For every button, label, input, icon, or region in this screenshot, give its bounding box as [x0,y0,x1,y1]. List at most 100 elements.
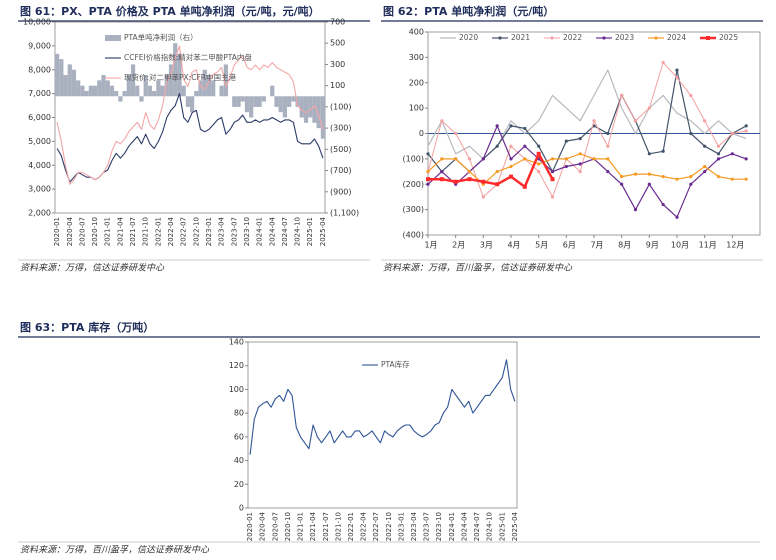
profit-bar [295,96,300,107]
profit-bar [303,96,309,123]
legend-label: 2020 [459,33,478,42]
marker [730,177,734,181]
y-tick-label: 400 [409,28,424,37]
marker [689,131,693,136]
marker [744,129,748,133]
marker [509,144,513,148]
profit-bar [211,80,216,97]
x-tick-label: 7月 [590,241,603,250]
marker [523,144,527,148]
y-tick-label: 0 [419,129,424,138]
marker [633,172,638,176]
marker [703,169,707,174]
x-tick-label: 2020-01 [246,512,254,541]
profit-bar [59,59,64,97]
marker [509,174,513,179]
profit-bar [118,96,123,102]
marker [606,144,610,148]
x-tick-label: 2月 [452,241,465,250]
x-tick-label: 2021-10 [334,512,342,541]
marker [606,157,610,161]
profit-bar [147,85,153,97]
profit-bar [114,90,119,97]
profit-bar [76,80,81,97]
y-tick-label: 8,000 [28,65,51,74]
marker [495,182,500,187]
y-tick-label: 100 [229,385,244,394]
marker [537,169,541,174]
marker [537,144,541,148]
marker [537,162,541,166]
marker [439,177,444,182]
x-tick-label: 2024-07 [473,512,481,541]
profit-bar [177,53,182,97]
profit-bar [278,96,283,113]
profit-bar [67,64,72,97]
profit-bar [71,69,77,97]
marker [564,157,568,161]
profit-bar [287,96,292,107]
x-tick-label: 2021-04 [116,216,124,246]
x-tick-label: 2022-01 [154,217,162,246]
profit-bar [164,75,169,97]
x-tick-label: 2023-10 [243,217,251,246]
x-tick-label: 2023-01 [397,512,405,541]
marker [426,152,430,156]
marker [703,164,707,169]
x-tick-label: 2020-10 [284,512,292,541]
series-line [56,45,324,185]
marker [606,131,610,136]
x-tick-label: 2023-10 [435,512,443,541]
marker [426,182,430,186]
profit-bar [156,80,161,97]
y2-tick-label: (1,100) [330,209,359,218]
y-tick-label: 140 [229,338,244,347]
marker [647,152,651,156]
profit-bar [97,80,102,97]
marker [578,169,582,174]
chart-title: 图 62：PTA 单吨净利润（元/吨） [383,4,554,18]
profit-bar [105,80,110,97]
marker [661,60,665,65]
x-tick-label: 2022-04 [167,216,175,246]
y2-tick-label: (500) [330,145,352,154]
marker [620,182,624,186]
profit-bar [240,96,245,102]
marker [495,144,499,148]
x-tick-label: 12月 [726,241,744,250]
legend-label: 2022 [563,33,582,42]
x-tick-label: 2022-07 [180,217,188,246]
profit-bar [232,96,237,107]
profit-bar [92,85,98,97]
x-tick-label: 2025-04 [319,216,327,246]
legend-label: CCFEI价格指数:精对苯二甲酸PTA内盘 [124,52,252,62]
legend-label: PTA库存 [381,359,410,369]
marker [744,177,748,181]
marker [647,172,651,176]
profit-bar [181,85,186,97]
profit-bar [316,96,321,129]
x-tick-label: 2020-07 [271,512,279,541]
profit-bar [84,90,89,97]
x-tick-label: 2022-04 [360,511,368,541]
profit-bar [80,85,85,97]
x-tick-label: 2025-01 [306,217,314,246]
marker [661,175,665,179]
legend-label: 2025 [719,33,738,42]
profit-bar [109,85,115,97]
profit-bar [219,85,224,97]
y-tick-label: 0 [239,504,244,513]
y2-tick-label: (900) [330,187,352,196]
y2-tick-label: (300) [330,124,352,133]
legend-marker [602,36,606,40]
y-tick-label: 3,000 [28,185,51,194]
y-tick-label: 60 [234,432,244,441]
chart-title: 图 63：PTA 库存（万吨） [20,320,154,334]
x-tick-label: 1月 [424,241,437,250]
marker [509,157,513,161]
legend-marker [706,36,710,40]
marker [716,157,721,161]
x-tick-label: 2021-07 [322,512,330,541]
marker [675,76,679,80]
profit-bar [282,96,288,118]
